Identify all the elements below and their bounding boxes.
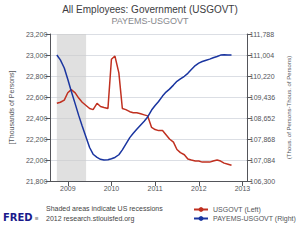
svg-text:FRED: FRED bbox=[3, 212, 33, 223]
svg-text:2012 research.stlouisfed.org: 2012 research.stlouisfed.org bbox=[46, 215, 134, 223]
svg-text:2009: 2009 bbox=[60, 185, 76, 192]
svg-text:PAYEMS-USGOVT: PAYEMS-USGOVT bbox=[111, 16, 189, 26]
svg-text:107,868: 107,868 bbox=[250, 136, 275, 143]
svg-text:All Employees: Government (USG: All Employees: Government (USGOVT) bbox=[62, 4, 238, 15]
svg-text:23,000: 23,000 bbox=[26, 52, 48, 59]
svg-text:106,300: 106,300 bbox=[250, 178, 275, 185]
svg-text:2013: 2013 bbox=[235, 185, 251, 192]
svg-text:(Thous. of Persons-Thous. of P: (Thous. of Persons-Thous. of Persons) bbox=[286, 56, 292, 159]
svg-text:109,436: 109,436 bbox=[250, 94, 275, 101]
svg-text:22,400: 22,400 bbox=[26, 115, 48, 122]
svg-text:2011: 2011 bbox=[148, 185, 163, 192]
svg-text:22,200: 22,200 bbox=[26, 136, 48, 143]
svg-text:21,800: 21,800 bbox=[26, 178, 48, 185]
svg-text:22,000: 22,000 bbox=[26, 157, 48, 164]
svg-text:PAYEMS-USGOVT (Right): PAYEMS-USGOVT (Right) bbox=[213, 215, 296, 223]
svg-text:2010: 2010 bbox=[104, 185, 120, 192]
svg-text:107,084: 107,084 bbox=[250, 157, 275, 164]
svg-text:23,200: 23,200 bbox=[26, 31, 48, 38]
svg-text:2012: 2012 bbox=[191, 185, 207, 192]
svg-text:22,600: 22,600 bbox=[26, 94, 48, 101]
svg-text:USGOVT (Left): USGOVT (Left) bbox=[213, 206, 261, 214]
svg-text:111,788: 111,788 bbox=[250, 31, 274, 38]
svg-text:Shaded areas indicate US reces: Shaded areas indicate US recessions bbox=[46, 205, 163, 212]
svg-text:111,004: 111,004 bbox=[250, 52, 274, 59]
svg-text:110,220: 110,220 bbox=[250, 73, 275, 80]
svg-text:22,800: 22,800 bbox=[26, 73, 48, 80]
svg-text:■: ■ bbox=[35, 215, 39, 221]
svg-text:108,652: 108,652 bbox=[250, 115, 275, 122]
svg-text:[Thousands of Persons]: [Thousands of Persons] bbox=[8, 70, 16, 144]
